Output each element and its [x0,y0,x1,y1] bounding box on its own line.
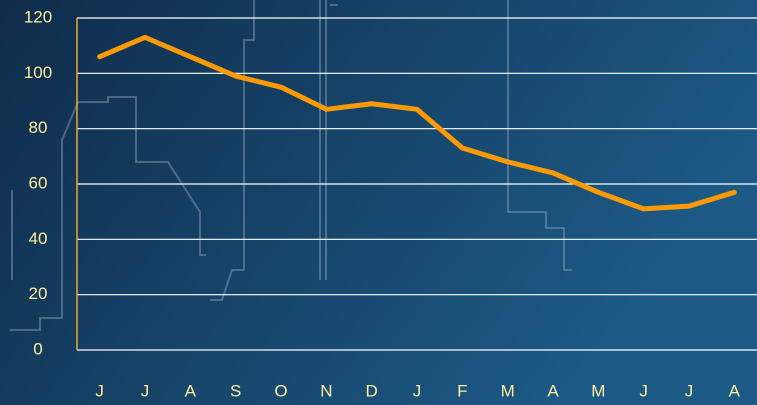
x-tick-label: D [366,381,378,400]
y-tick-label: 80 [29,118,48,137]
x-tick-label: F [457,381,467,400]
decoration [10,0,572,331]
y-tick-label: 40 [29,229,48,248]
x-tick-label: J [685,381,694,400]
y-tick-label: 60 [29,173,48,192]
x-tick-label: S [230,381,241,400]
x-tick-label: O [274,381,287,400]
x-tick-label: A [547,381,559,400]
x-tick-label: A [185,381,197,400]
x-tick-label: M [591,381,605,400]
x-tick-label: A [729,381,741,400]
x-tick-label: J [141,381,150,400]
line-series [97,34,737,212]
x-tick-label: N [320,381,332,400]
y-tick-label: 20 [29,284,48,303]
x-tick-label: J [639,381,648,400]
x-tick-label: J [95,381,104,400]
x-tick-label: J [413,381,422,400]
y-tick-label: 120 [24,7,52,26]
y-tick-label: 0 [33,339,42,358]
x-tick-label: M [501,381,515,400]
y-tick-label: 100 [24,63,52,82]
